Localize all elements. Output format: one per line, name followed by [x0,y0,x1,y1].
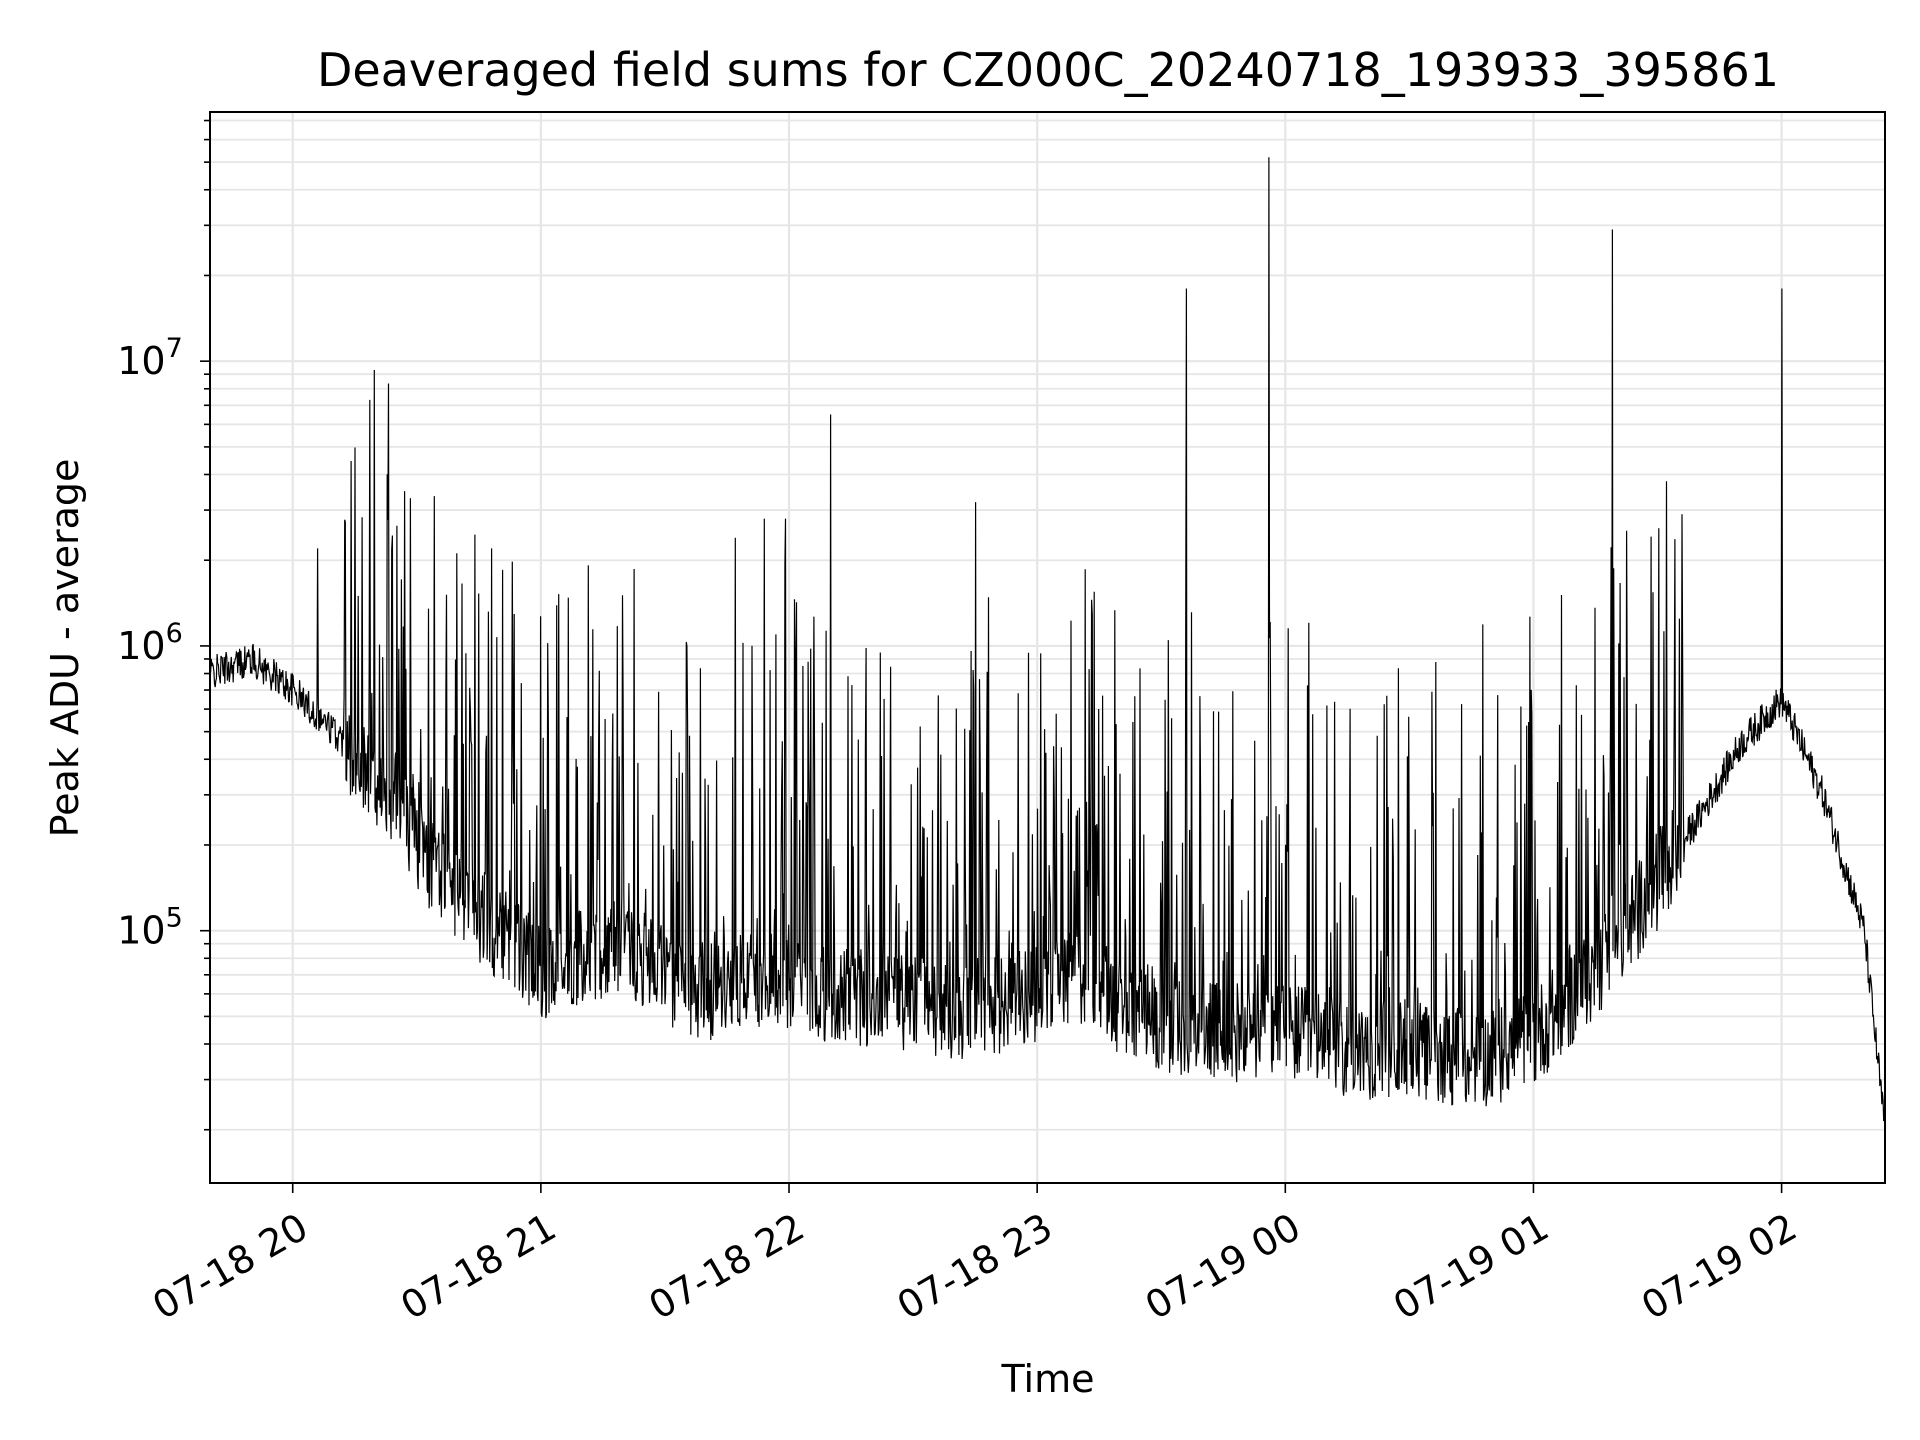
series-line [209,157,1886,1122]
y-axis-label: Peak ADU - average [43,459,87,838]
y-tick-label: 107 [117,333,183,383]
chart-title: Deaveraged field sums for CZ000C_2024071… [317,43,1779,97]
data-series [209,157,1886,1122]
plot-frame [209,111,1886,1184]
x-axis-label: Time [1001,1357,1095,1401]
y-tick-label: 106 [117,618,183,668]
y-tick-label: 105 [117,903,183,953]
